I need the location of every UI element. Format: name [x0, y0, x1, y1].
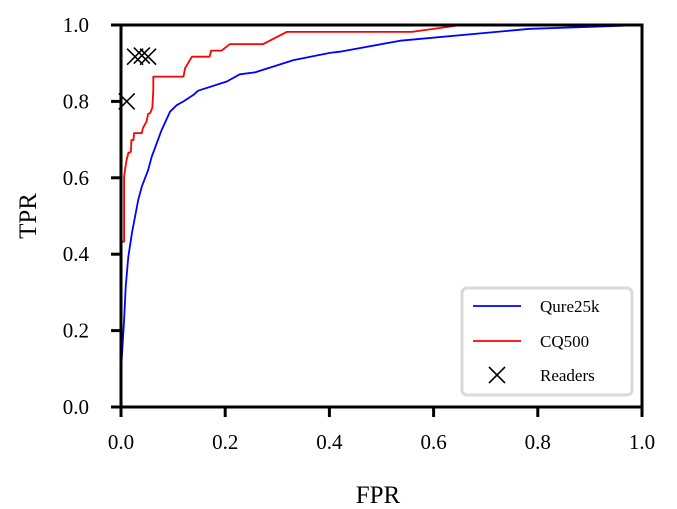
- y-tick-label: 0.4: [63, 242, 90, 266]
- plot-area: [118, 24, 643, 408]
- y-tick-label: 0.8: [63, 89, 89, 113]
- legend-label-readers: Readers: [540, 366, 595, 385]
- roc-curve-cq500: [121, 24, 642, 243]
- y-tick-label: 0.6: [63, 166, 89, 190]
- legend-marker-readers-icon: [488, 366, 506, 384]
- x-tick-label: 1.0: [629, 430, 655, 454]
- x-tick-label: 0.6: [420, 430, 446, 454]
- x-tick-label: 0.4: [316, 430, 343, 454]
- y-tick-label: 1.0: [63, 13, 89, 37]
- x-axis-label: FPR: [356, 482, 401, 509]
- legend-label-qure25k: Qure25k: [540, 297, 600, 316]
- roc-curve-qure25k: [120, 24, 643, 408]
- reader-x-marker-icon: [133, 46, 151, 65]
- x-tick-label: 0.2: [212, 430, 238, 454]
- y-tick-label: 0.0: [63, 395, 89, 419]
- reader-x-marker-icon: [139, 48, 157, 66]
- readers-markers: [118, 46, 157, 110]
- legend: Qure25k CQ500 Readers: [460, 286, 634, 397]
- plot-frame: [119, 23, 644, 409]
- reader-x-marker-icon: [126, 48, 144, 66]
- axes: 0.0 0.2 0.4 0.6 0.8 1.0 0.0 0.2 0.4 0.6 0.8 1.0: [63, 13, 655, 454]
- y-tick-label: 0.2: [63, 319, 89, 343]
- legend-label-cq500: CQ500: [540, 332, 589, 351]
- x-tick-label: 0.0: [108, 430, 134, 454]
- y-axis-label: TPR: [15, 193, 42, 239]
- x-tick-label: 0.8: [525, 430, 551, 454]
